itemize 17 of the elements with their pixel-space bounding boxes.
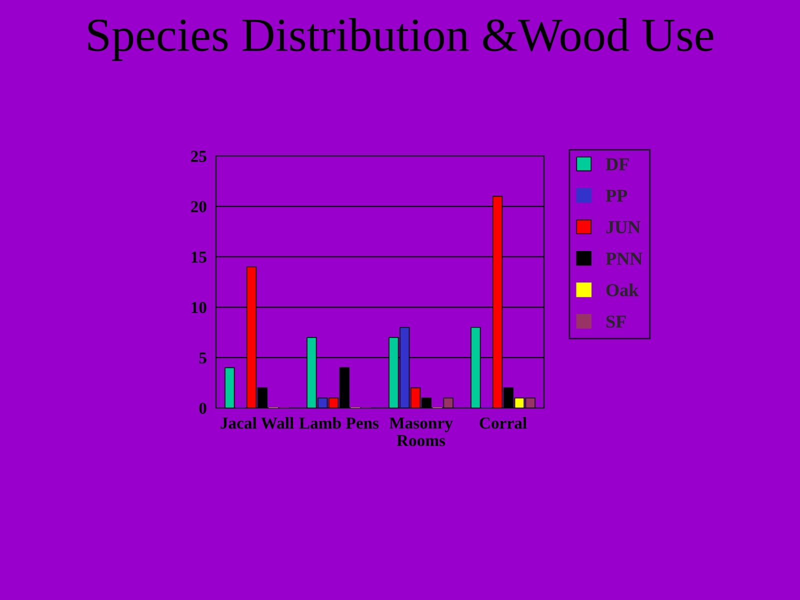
x-tick-label: Lamb Pens [299,417,379,429]
y-tick-label: 5 [199,352,206,364]
legend-label: SF [606,316,626,328]
y-tick-label: 25 [191,150,206,162]
y-tick-label: 0 [199,402,206,414]
y-tick-label: 10 [192,302,206,314]
legend-label: Oak [606,284,639,296]
chart-title: Species Distribution &Wood Use [88,18,714,61]
legend-label: JUN [606,221,640,234]
y-tick-label: 15 [192,252,206,263]
legend-label: DF [606,158,629,170]
legend-label: PP [606,190,628,202]
x-tick-label: Masonry Rooms [389,418,453,446]
y-tick-label: 20 [191,201,206,212]
x-tick-label: Corral [480,417,527,429]
x-tick-label: Jacal Wall [220,417,294,429]
legend-label: PNN [606,252,642,265]
